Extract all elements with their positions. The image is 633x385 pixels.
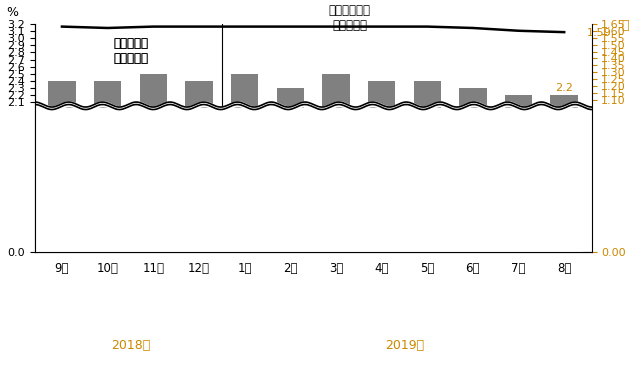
Bar	[94, 81, 122, 253]
Text: 有効求人倍率
（右目盛）: 有効求人倍率 （右目盛）	[329, 4, 370, 32]
Text: 2018年: 2018年	[111, 339, 150, 352]
Text: 2.2: 2.2	[555, 83, 573, 93]
Text: 完全失業率
（左目盛）: 完全失業率 （左目盛）	[113, 37, 148, 65]
Bar	[231, 74, 258, 253]
Y-axis label: %: %	[6, 6, 18, 19]
Bar	[413, 81, 441, 253]
Bar	[322, 74, 349, 253]
Bar	[48, 81, 75, 253]
Text: 完全失業率
（左目盛）: 完全失業率 （左目盛）	[113, 37, 148, 65]
Bar	[505, 95, 532, 253]
Bar	[368, 81, 395, 253]
Bar	[35, 108, 582, 253]
Y-axis label: 倍: 倍	[621, 19, 629, 32]
Bar	[185, 81, 213, 253]
Bar	[551, 95, 578, 253]
Text: 2019年: 2019年	[385, 339, 424, 352]
Bar	[139, 74, 167, 253]
Text: 1.59: 1.59	[587, 28, 611, 38]
Bar	[277, 88, 304, 253]
Bar	[459, 88, 487, 253]
